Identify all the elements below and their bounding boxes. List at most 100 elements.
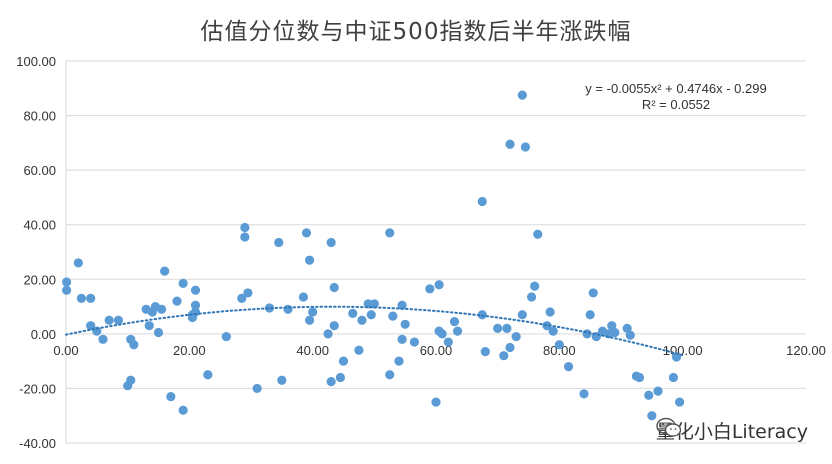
data-point: [585, 310, 595, 320]
data-point: [653, 386, 663, 396]
data-point: [264, 303, 275, 313]
data-point: [409, 337, 420, 347]
grid-lines: [65, 60, 806, 444]
data-point: [437, 329, 447, 339]
data-point: [301, 228, 312, 238]
data-point: [335, 372, 346, 383]
data-point: [156, 304, 167, 314]
data-point: [160, 266, 170, 276]
data-point: [625, 330, 635, 340]
data-point: [644, 390, 654, 400]
data-point: [190, 307, 201, 317]
data-point: [76, 293, 87, 303]
data-point: [563, 362, 574, 372]
data-point: [505, 139, 515, 149]
data-point: [554, 340, 564, 350]
chart-title: 估值分位数与中证500指数后半年涨跌幅: [200, 19, 632, 45]
data-point: [394, 356, 404, 366]
r-squared: R² = 0.0552: [642, 97, 710, 112]
data-point: [369, 299, 379, 309]
data-point: [338, 356, 349, 366]
data-point: [240, 232, 250, 242]
y-tick-label: 40.00: [23, 218, 56, 233]
x-axis-ticks: 0.00 20.00 40.00 60.00 80.00 100.00 120.00: [53, 343, 826, 358]
data-point: [542, 321, 552, 331]
data-point: [243, 288, 253, 298]
trendline: [65, 305, 684, 357]
data-point: [274, 237, 284, 248]
y-tick-label: 80.00: [23, 109, 56, 124]
y-tick-label: 0.00: [31, 327, 56, 342]
data-point: [329, 282, 339, 293]
data-point: [671, 352, 682, 362]
x-tick-label: 40.00: [296, 343, 329, 358]
data-point: [647, 411, 657, 421]
data-point: [62, 285, 72, 295]
data-point: [526, 292, 537, 302]
data-points: [62, 90, 685, 421]
data-point: [366, 310, 376, 320]
data-point: [98, 334, 108, 344]
data-point: [434, 280, 444, 290]
data-point: [86, 321, 96, 331]
data-point: [634, 372, 645, 383]
data-point: [153, 327, 164, 338]
data-point: [86, 293, 96, 303]
data-point: [166, 392, 176, 402]
data-point: [579, 389, 589, 399]
data-point: [431, 397, 441, 407]
data-point: [385, 228, 395, 238]
data-point: [178, 405, 188, 415]
data-point: [545, 307, 555, 317]
data-point: [477, 196, 487, 207]
data-point: [449, 316, 460, 327]
data-point: [252, 383, 262, 394]
data-point: [190, 300, 201, 310]
x-tick-label: 60.00: [420, 343, 453, 358]
data-point: [129, 340, 139, 350]
data-point: [385, 370, 395, 380]
data-point: [354, 345, 364, 355]
data-point: [304, 315, 315, 325]
data-point: [329, 321, 339, 331]
data-point: [323, 329, 333, 339]
data-point: [505, 342, 515, 353]
data-point: [304, 255, 315, 265]
y-tick-label: -20.00: [19, 381, 56, 396]
data-point: [520, 142, 531, 152]
y-tick-label: 20.00: [23, 272, 56, 287]
data-point: [511, 331, 521, 342]
data-point: [172, 296, 182, 306]
data-point: [240, 222, 250, 233]
data-point: [203, 370, 213, 380]
data-point: [104, 315, 114, 325]
data-point: [221, 331, 231, 342]
x-tick-label: 80.00: [543, 343, 576, 358]
data-point: [548, 326, 558, 336]
wechat-icon: [656, 417, 682, 437]
data-point: [668, 372, 679, 383]
x-tick-label: 20.00: [173, 343, 206, 358]
y-tick-label: 60.00: [23, 163, 56, 178]
data-point: [588, 288, 598, 298]
data-point: [357, 315, 367, 325]
x-tick-label: 120.00: [786, 343, 826, 358]
data-point: [499, 351, 509, 361]
watermark: 量化小白Literacy: [656, 417, 808, 444]
data-point: [126, 375, 136, 385]
x-tick-label: 0.00: [53, 343, 78, 358]
data-point: [493, 323, 503, 333]
data-point: [277, 375, 287, 385]
data-point: [113, 315, 124, 325]
trend-equation: y = -0.0055x² + 0.4746x - 0.299: [585, 81, 766, 96]
y-tick-label: -40.00: [19, 436, 56, 451]
data-point: [237, 293, 247, 303]
data-point: [443, 337, 453, 347]
data-point: [326, 237, 336, 248]
data-point: [517, 90, 527, 100]
data-point: [530, 281, 540, 291]
data-point: [283, 304, 293, 314]
data-point: [397, 300, 407, 310]
